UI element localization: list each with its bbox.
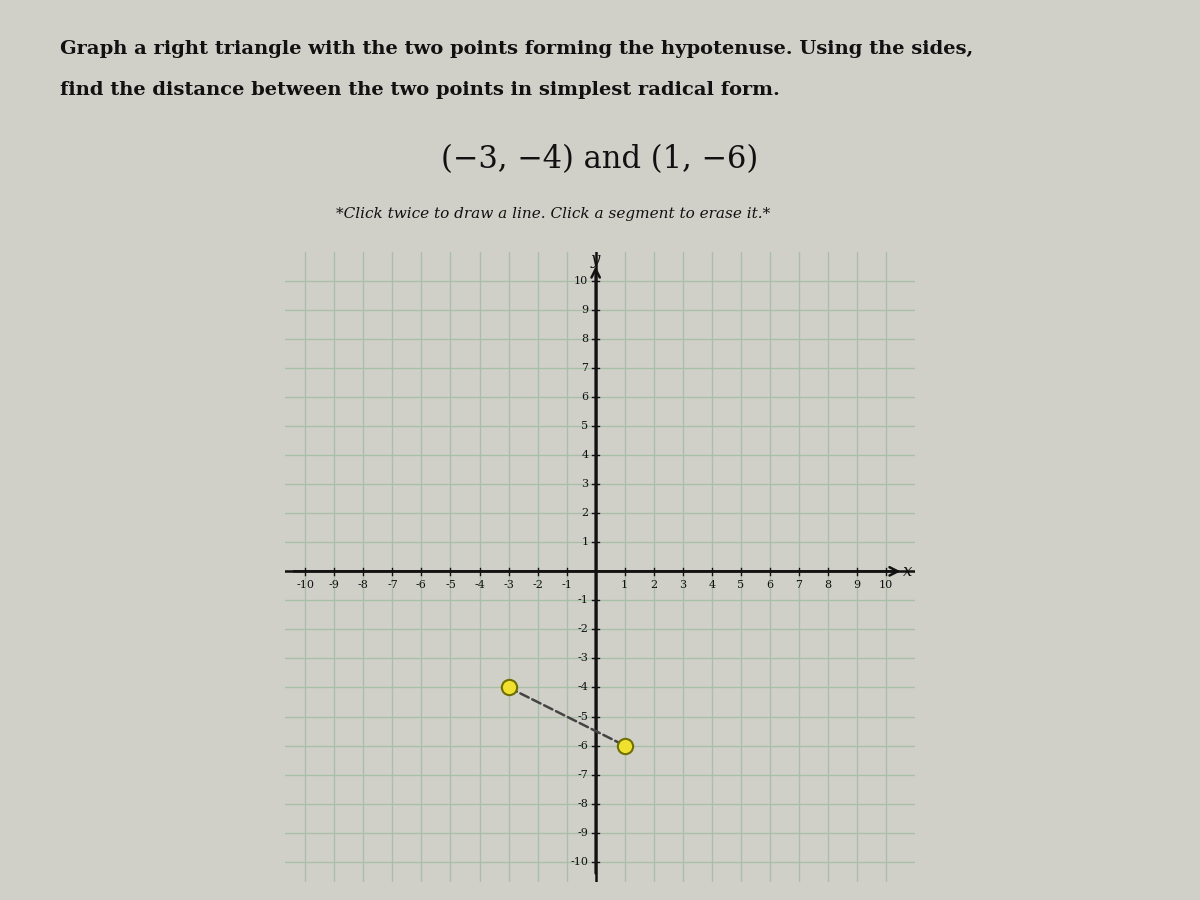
- Text: -1: -1: [562, 580, 572, 590]
- Text: -10: -10: [296, 580, 314, 590]
- Text: 8: 8: [824, 580, 832, 590]
- Text: -5: -5: [445, 580, 456, 590]
- Text: 9: 9: [853, 580, 860, 590]
- Text: 9: 9: [581, 305, 588, 315]
- Text: y: y: [590, 251, 600, 268]
- Text: 10: 10: [574, 276, 588, 286]
- Text: (−3, −4) and (1, −6): (−3, −4) and (1, −6): [442, 144, 758, 175]
- Text: 1: 1: [581, 537, 588, 547]
- Text: -4: -4: [577, 682, 588, 692]
- Text: 6: 6: [767, 580, 774, 590]
- Text: 5: 5: [737, 580, 744, 590]
- Text: -9: -9: [329, 580, 340, 590]
- Text: 3: 3: [679, 580, 686, 590]
- Text: 3: 3: [581, 480, 588, 490]
- Text: -3: -3: [503, 580, 514, 590]
- Text: -1: -1: [577, 596, 588, 606]
- Text: 4: 4: [581, 450, 588, 460]
- Text: -2: -2: [532, 580, 544, 590]
- Text: 10: 10: [878, 580, 893, 590]
- Text: -5: -5: [577, 712, 588, 722]
- Text: -7: -7: [388, 580, 397, 590]
- Text: -6: -6: [577, 741, 588, 751]
- Text: 7: 7: [796, 580, 803, 590]
- Text: -2: -2: [577, 625, 588, 634]
- Text: 2: 2: [581, 508, 588, 518]
- Text: -7: -7: [577, 770, 588, 779]
- Text: find the distance between the two points in simplest radical form.: find the distance between the two points…: [60, 81, 780, 99]
- Text: -6: -6: [416, 580, 427, 590]
- Text: 6: 6: [581, 392, 588, 402]
- Text: -4: -4: [474, 580, 485, 590]
- Text: 5: 5: [581, 421, 588, 431]
- Text: 7: 7: [581, 363, 588, 374]
- Text: -9: -9: [577, 828, 588, 838]
- Text: -3: -3: [577, 653, 588, 663]
- Text: Graph a right triangle with the two points forming the hypotenuse. Using the sid: Graph a right triangle with the two poin…: [60, 40, 973, 58]
- Text: 8: 8: [581, 334, 588, 344]
- Text: 2: 2: [650, 580, 658, 590]
- Text: -8: -8: [358, 580, 368, 590]
- Text: 4: 4: [708, 580, 715, 590]
- Text: x: x: [904, 562, 912, 580]
- Text: -10: -10: [570, 857, 588, 867]
- Text: 1: 1: [622, 580, 629, 590]
- Text: -8: -8: [577, 798, 588, 808]
- Text: *Click twice to draw a line. Click a segment to erase it.*: *Click twice to draw a line. Click a seg…: [336, 207, 770, 221]
